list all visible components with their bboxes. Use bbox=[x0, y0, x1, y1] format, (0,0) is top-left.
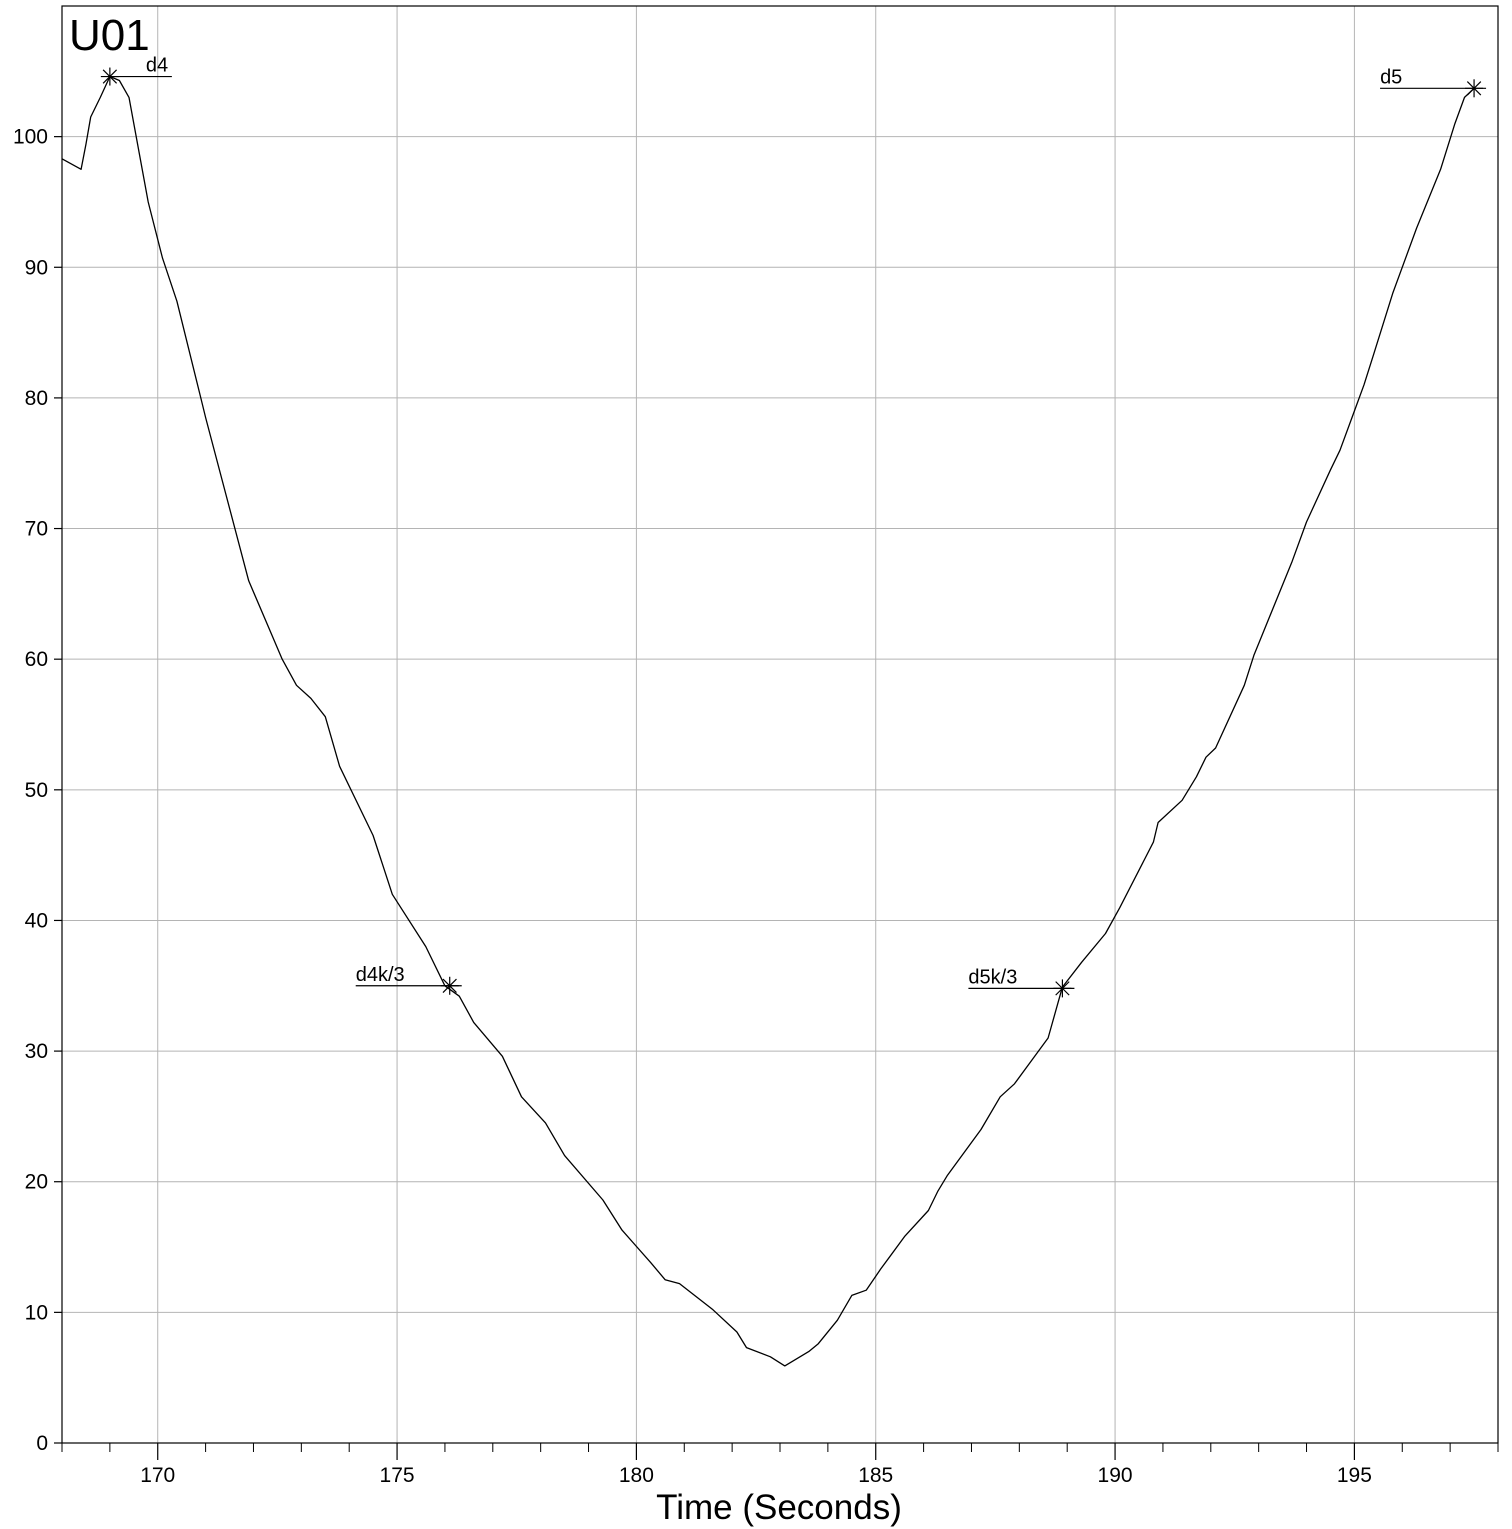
chart-title: U01 bbox=[69, 11, 150, 60]
annotation-marker: d4k/3 bbox=[355, 964, 462, 995]
x-tick-label: 170 bbox=[140, 1464, 175, 1487]
y-tick-label: 60 bbox=[25, 648, 48, 671]
marker-label: d5k/3 bbox=[968, 966, 1017, 988]
y-tick-label: 50 bbox=[25, 779, 48, 802]
x-tick-label: 175 bbox=[380, 1464, 415, 1487]
y-tick-label: 40 bbox=[25, 909, 48, 932]
y-tick-label: 90 bbox=[25, 256, 48, 279]
series bbox=[61, 75, 1475, 1367]
plot-frame bbox=[61, 5, 1499, 1444]
y-tick-label: 10 bbox=[25, 1301, 48, 1324]
y-tick-label: 0 bbox=[36, 1432, 48, 1455]
grid bbox=[62, 6, 1498, 1444]
annotation-marker: d5k/3 bbox=[968, 966, 1075, 998]
series-line bbox=[61, 75, 1475, 1367]
marker-label: d4 bbox=[146, 55, 168, 77]
annotation-marker: d5 bbox=[1380, 66, 1487, 98]
y-tick-label: 30 bbox=[25, 1040, 48, 1063]
x-axis-title: Time (Seconds) bbox=[656, 1488, 902, 1527]
x-tick-label: 185 bbox=[858, 1464, 893, 1487]
x-tick-label: 180 bbox=[619, 1464, 654, 1487]
axis-ticks: 170 175 180 185 190 195 0 10 20 30 40 50 60 70 80 90 100 bbox=[13, 126, 1499, 1487]
marker-label: d5 bbox=[1380, 66, 1402, 88]
x-tick-label: 195 bbox=[1337, 1464, 1372, 1487]
annotations: d4 d4k/3 d5k/3 d5 bbox=[100, 55, 1487, 998]
annotation-marker: d4 bbox=[100, 55, 172, 86]
marker-label: d4k/3 bbox=[356, 964, 405, 986]
y-tick-label: 20 bbox=[25, 1171, 48, 1194]
x-tick-label: 190 bbox=[1098, 1464, 1133, 1487]
y-tick-label: 80 bbox=[25, 387, 48, 410]
y-tick-label: 70 bbox=[25, 518, 48, 541]
y-tick-label: 100 bbox=[13, 126, 48, 149]
